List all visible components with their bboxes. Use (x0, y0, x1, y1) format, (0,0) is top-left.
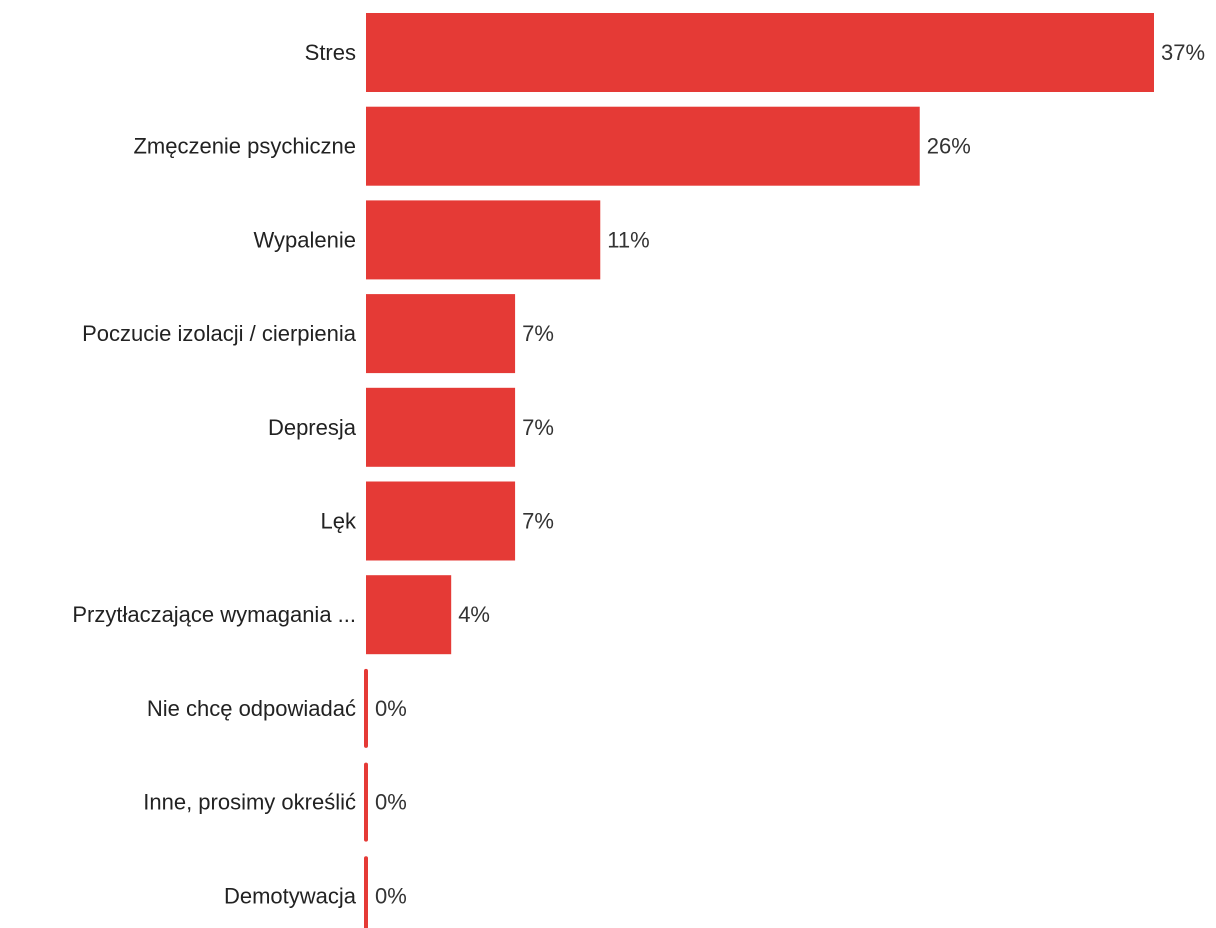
bar (366, 481, 516, 561)
value-label: 0% (375, 883, 407, 908)
value-label: 0% (375, 790, 407, 815)
value-labels-group: 37% 26% 11% 7% 7% 7% 4% 0% 0% 0% (375, 40, 1205, 908)
category-label: Depresja (268, 415, 357, 440)
value-label: 4% (458, 602, 490, 627)
value-label: 0% (375, 696, 407, 721)
category-label: Przytłaczające wymagania ... (72, 602, 356, 627)
bar (366, 294, 516, 374)
bar (366, 106, 920, 186)
category-label: Poczucie izolacji / cierpienia (82, 321, 357, 346)
value-label: 11% (607, 227, 649, 252)
bar (366, 575, 452, 655)
bar (366, 13, 1154, 92)
category-label: Wypalenie (253, 227, 356, 252)
value-label: 7% (522, 415, 554, 440)
value-label: 7% (522, 321, 554, 346)
category-label: Zmęczenie psychiczne (133, 134, 356, 159)
category-label: Stres (305, 40, 356, 65)
value-label: 26% (927, 134, 971, 159)
bars-group (364, 13, 1154, 928)
value-label: 37% (1161, 40, 1205, 65)
bar (366, 200, 601, 280)
category-label: Demotywacja (224, 883, 357, 908)
bar (364, 668, 368, 748)
category-labels-group: Stres Zmęczenie psychiczne Wypalenie Poczuc… (72, 40, 357, 908)
bar (364, 762, 368, 842)
value-label: 7% (522, 509, 554, 534)
category-label: Lęk (321, 509, 357, 534)
bar (366, 387, 516, 467)
bar (364, 856, 368, 928)
category-label: Inne, prosimy określić (143, 790, 356, 815)
category-label: Nie chcę odpowiadać (147, 696, 356, 721)
